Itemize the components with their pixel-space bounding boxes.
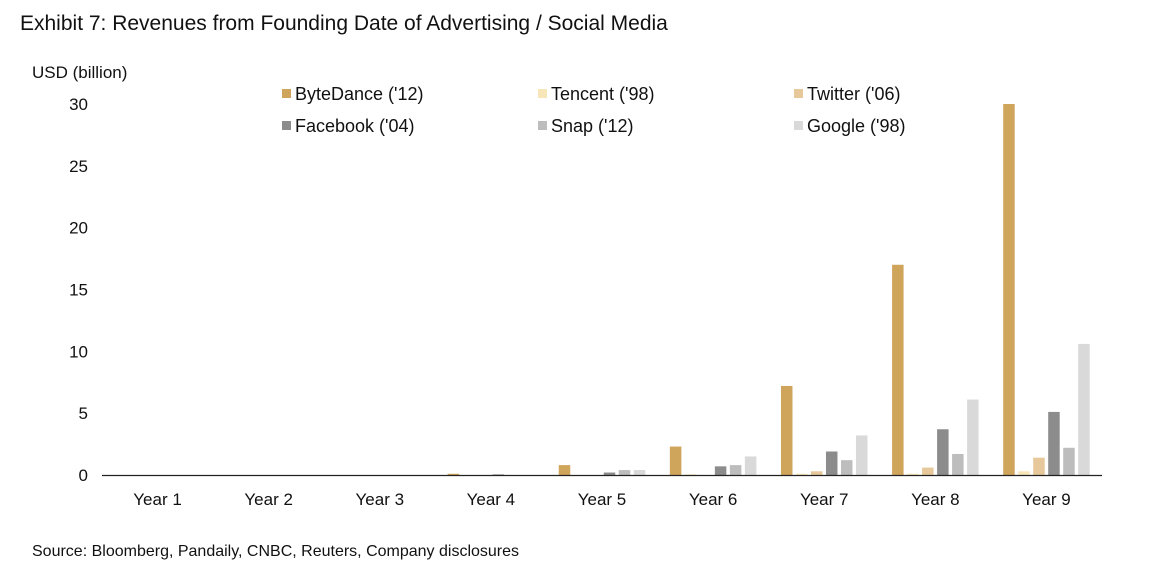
bar [810,471,823,475]
x-tick-label: Year 7 [800,490,849,509]
legend: ByteDance ('12) Tencent ('98) Twitter ('06… [282,84,906,136]
bar [603,472,616,475]
x-axis: Year 1 Year 2 Year 3 Year 4 Year 5 Year 6 Year… [102,474,1102,509]
legend-label: Google ('98) [807,116,906,136]
bar [825,451,838,475]
y-tick-label: 20 [69,219,88,238]
y-tick-label: 25 [69,157,88,176]
legend-label: ByteDance ('12) [295,84,424,104]
legend-label: Tencent ('98) [551,84,655,104]
bar [729,465,742,475]
y-axis: 0 5 10 15 20 25 30 [69,95,88,485]
bar [967,399,979,475]
bar [1033,457,1045,475]
x-tick-label: Year 8 [911,490,960,509]
bar [633,470,646,475]
chart-title: Exhibit 7: Revenues from Founding Date o… [20,12,668,35]
bar [1063,447,1075,475]
bar [892,264,904,475]
bar [922,467,934,475]
x-tick-label: Year 4 [467,490,516,509]
legend-swatch [538,89,547,98]
x-tick-label: Year 5 [578,490,627,509]
y-axis-label: USD (billion) [32,63,127,82]
bar [492,474,505,475]
bar [952,453,964,475]
bar [684,474,697,475]
y-tick-label: 30 [69,95,88,114]
bar [907,473,919,475]
legend-swatch [794,121,803,130]
legend-swatch [282,89,291,98]
bar [1018,471,1030,475]
legend-label: Twitter ('06) [807,84,900,104]
bar [780,385,793,475]
bar [937,429,949,475]
bar [618,470,631,475]
legend-swatch [794,89,803,98]
legend-label: Snap ('12) [551,116,634,136]
x-tick-label: Year 6 [689,490,738,509]
x-tick-label: Year 1 [133,490,182,509]
legend-swatch [538,121,547,130]
bar [669,446,682,475]
x-tick-label: Year 9 [1022,490,1071,509]
bar [744,456,757,475]
bar [714,466,727,475]
legend-label: Facebook ('04) [295,116,415,136]
y-tick-label: 10 [69,342,88,361]
bars [447,104,1090,475]
source-note: Source: Bloomberg, Pandaily, CNBC, Reute… [32,543,520,560]
x-tick-label: Year 3 [356,490,405,509]
bar [795,473,808,475]
bar [1003,104,1015,475]
bar [840,460,853,475]
bar [558,465,571,475]
y-tick-label: 0 [79,466,88,485]
y-tick-label: 5 [79,404,88,423]
y-tick-label: 15 [69,281,88,300]
bar [855,435,868,475]
bar [1048,411,1060,475]
bar [1078,343,1090,475]
x-tick-label: Year 2 [244,490,293,509]
legend-swatch [282,121,291,130]
bar [447,473,460,475]
